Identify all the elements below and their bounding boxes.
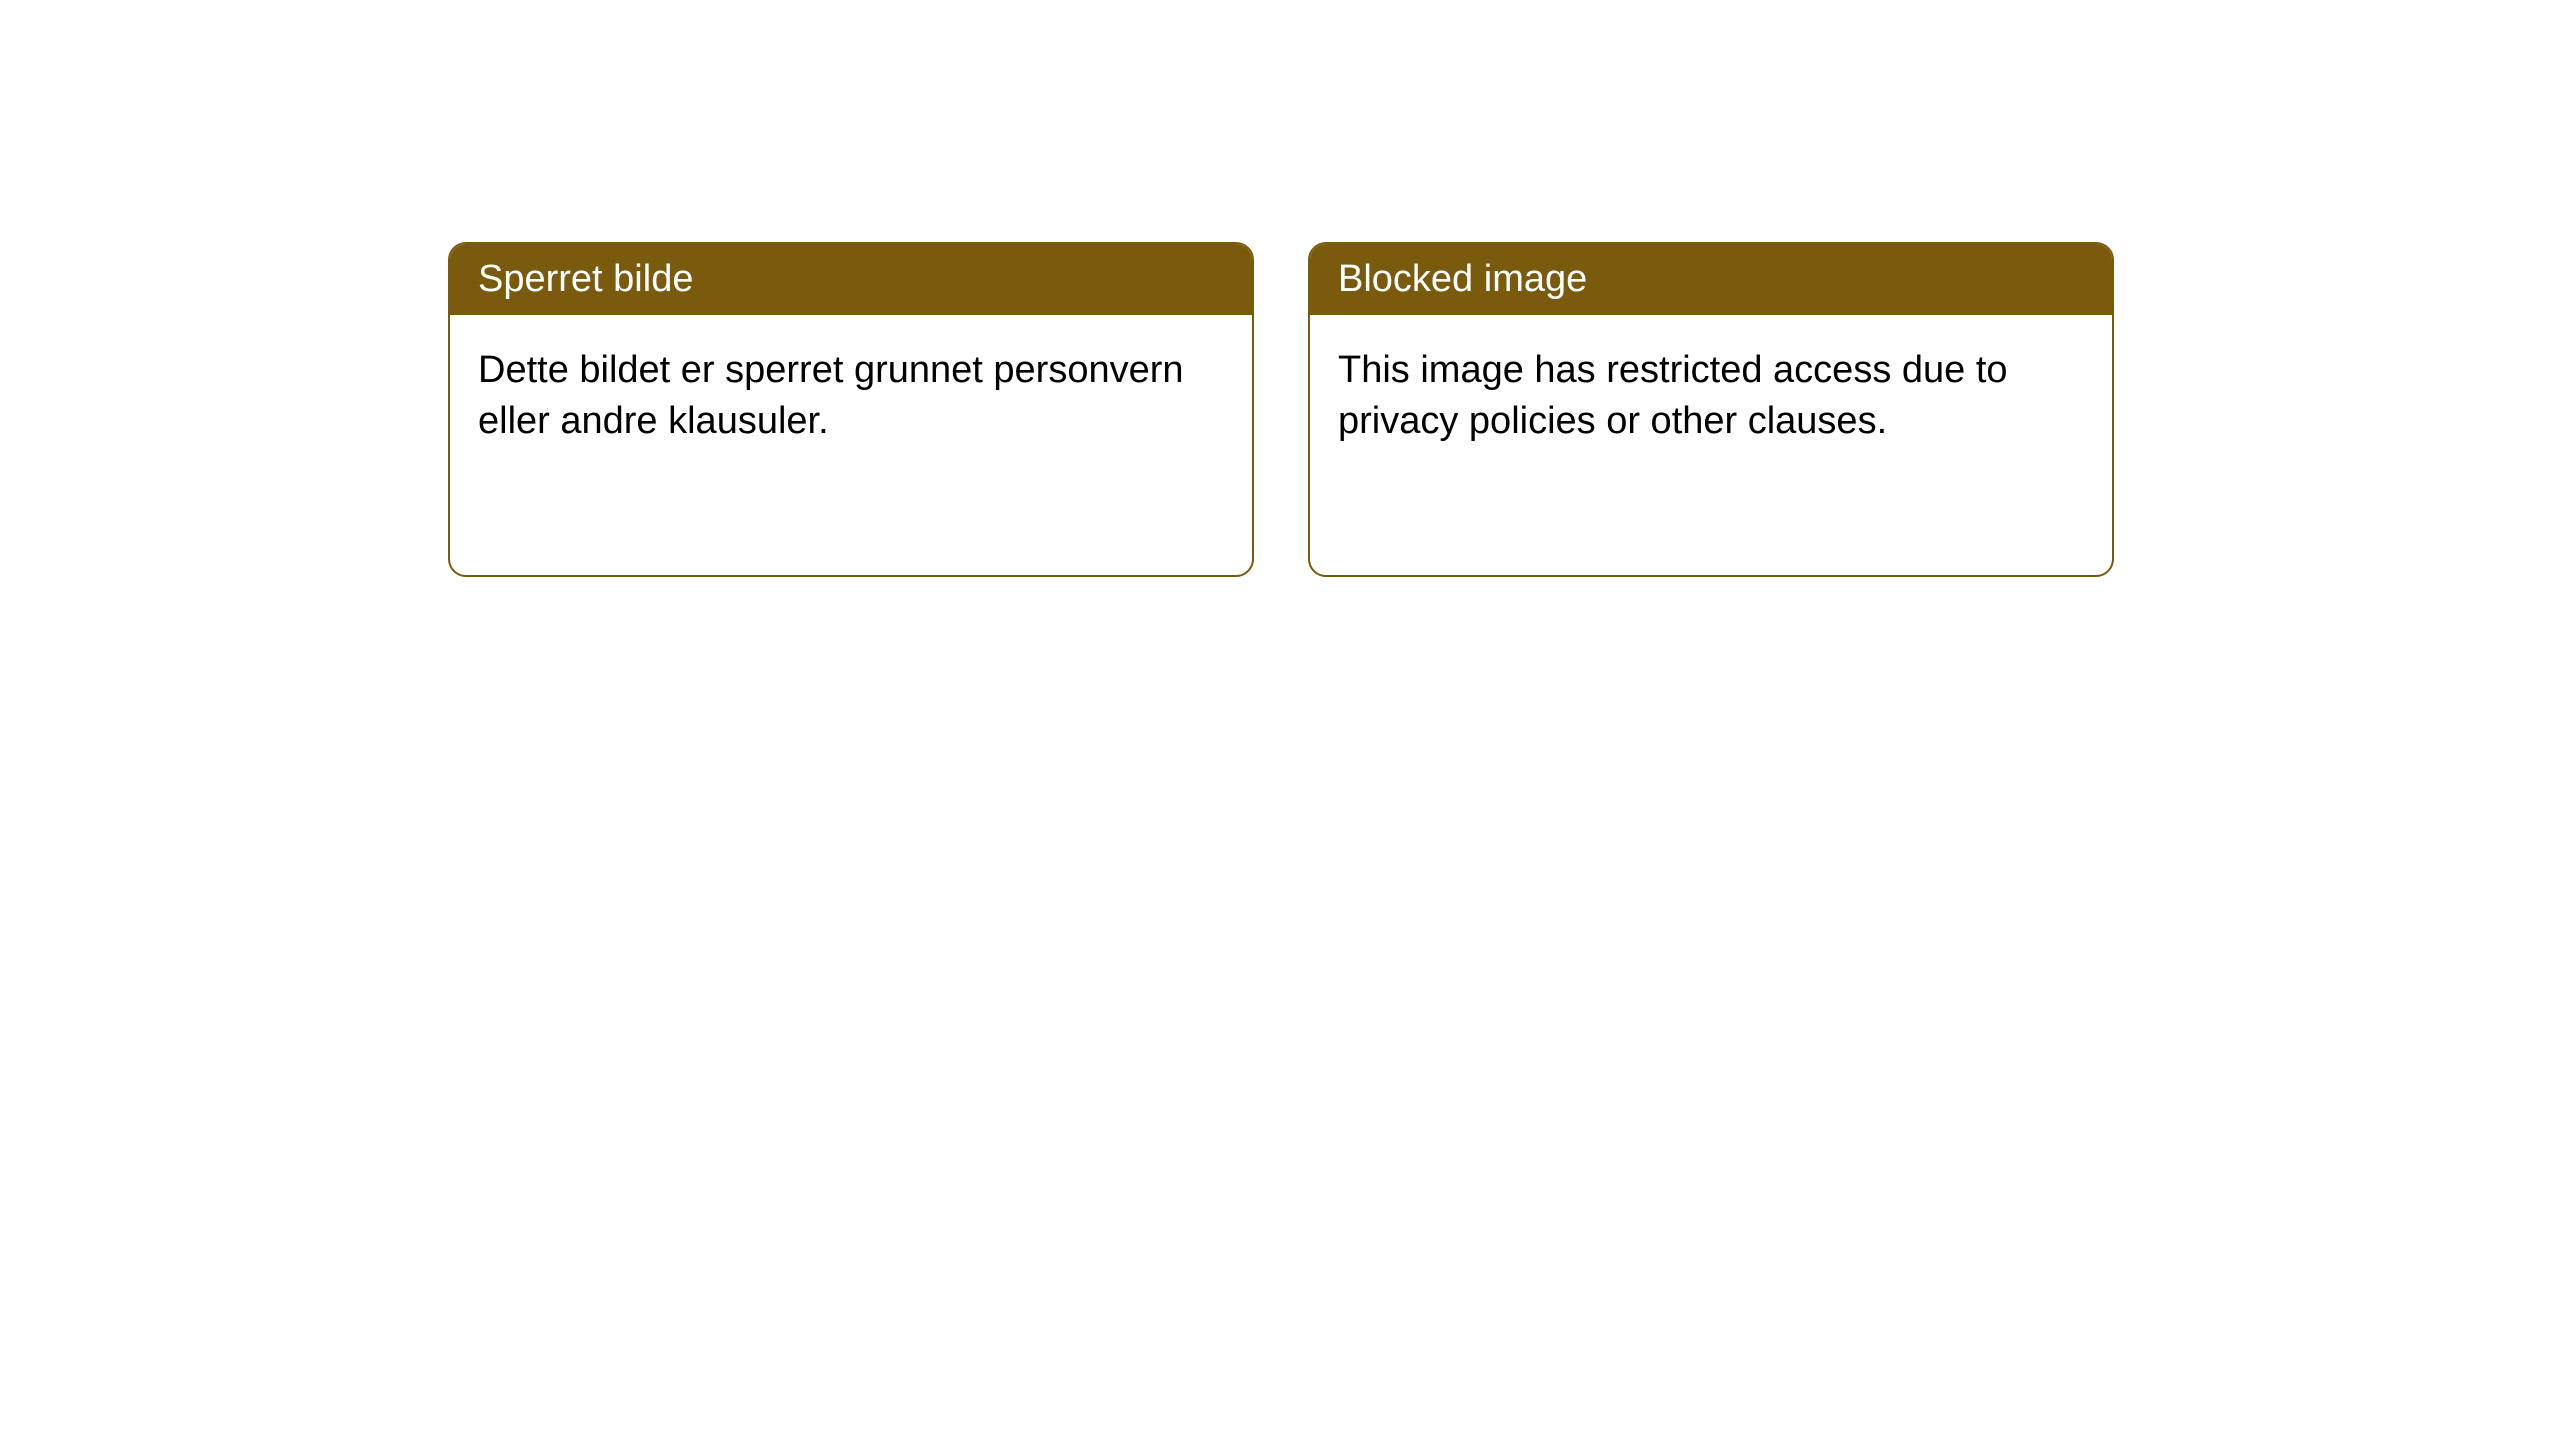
card-header: Sperret bilde	[450, 244, 1252, 315]
card-body: This image has restricted access due to …	[1310, 315, 2112, 478]
card-title: Blocked image	[1338, 258, 1587, 300]
notice-cards-row: Sperret bilde Dette bildet er sperret gr…	[448, 242, 2114, 577]
notice-card-norwegian: Sperret bilde Dette bildet er sperret gr…	[448, 242, 1254, 577]
card-body-text: This image has restricted access due to …	[1338, 349, 2008, 442]
card-body-text: Dette bildet er sperret grunnet personve…	[478, 349, 1184, 442]
card-header: Blocked image	[1310, 244, 2112, 315]
card-title: Sperret bilde	[478, 258, 693, 300]
card-body: Dette bildet er sperret grunnet personve…	[450, 315, 1252, 478]
notice-card-english: Blocked image This image has restricted …	[1308, 242, 2114, 577]
